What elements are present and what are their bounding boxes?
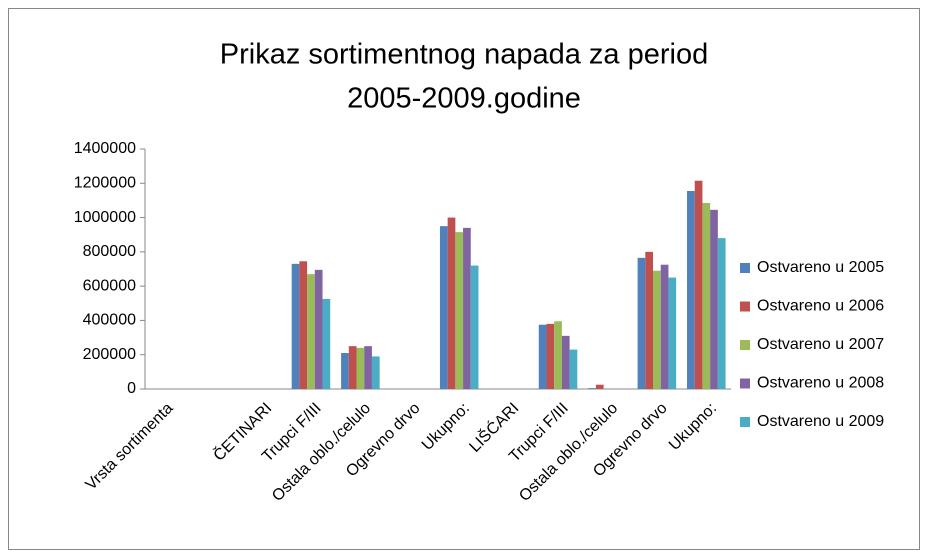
chart-title: Prikaz sortimentnog napada za period [220, 39, 708, 71]
y-tick-label: 600000 [83, 277, 136, 294]
bar [470, 265, 479, 389]
bar [653, 270, 661, 389]
y-tick-label: 1200000 [74, 175, 136, 192]
bar [439, 226, 448, 389]
bar [307, 274, 315, 389]
bar [710, 209, 718, 389]
bar [588, 388, 596, 389]
y-tick-label: 800000 [83, 243, 136, 260]
bar [371, 356, 380, 389]
y-tick-label: 200000 [83, 346, 136, 363]
bar [538, 324, 547, 389]
legend-swatch [740, 378, 750, 389]
bar [348, 346, 357, 389]
bar [341, 353, 349, 389]
legend-label: Ostvareno u 2009 [757, 413, 884, 430]
legend-label: Ostvareno u 2007 [757, 336, 884, 353]
bar [554, 321, 562, 389]
chart-title: 2005-2009.godine [347, 83, 581, 115]
bar [356, 347, 365, 389]
y-tick-label: 1000000 [74, 209, 136, 226]
bar [702, 203, 711, 389]
bar [447, 217, 456, 389]
legend-label: Ostvareno u 2006 [757, 298, 884, 315]
legend-swatch [740, 301, 750, 312]
legend-swatch [740, 263, 750, 273]
bar [291, 263, 300, 389]
bar [364, 346, 372, 389]
bar [645, 251, 654, 389]
bar [546, 323, 555, 389]
bar [694, 180, 703, 389]
bar [561, 335, 570, 389]
bar [463, 227, 471, 389]
bar [322, 299, 331, 389]
legend-swatch [740, 417, 750, 427]
y-tick-label: 400000 [83, 312, 136, 329]
bar [595, 384, 604, 389]
legend-label: Ostvareno u 2008 [757, 375, 884, 392]
bar [660, 264, 669, 389]
bar [314, 269, 323, 389]
bar [717, 238, 726, 389]
legend-label: Ostvareno u 2005 [757, 259, 884, 276]
y-tick-label: 0 [127, 380, 136, 397]
bar [687, 191, 695, 389]
bar [569, 349, 578, 389]
bar [637, 257, 646, 389]
y-tick-label: 1400000 [74, 140, 136, 157]
bar [668, 277, 677, 389]
legend-swatch [740, 340, 750, 350]
bar [299, 261, 308, 389]
bar [455, 232, 464, 389]
